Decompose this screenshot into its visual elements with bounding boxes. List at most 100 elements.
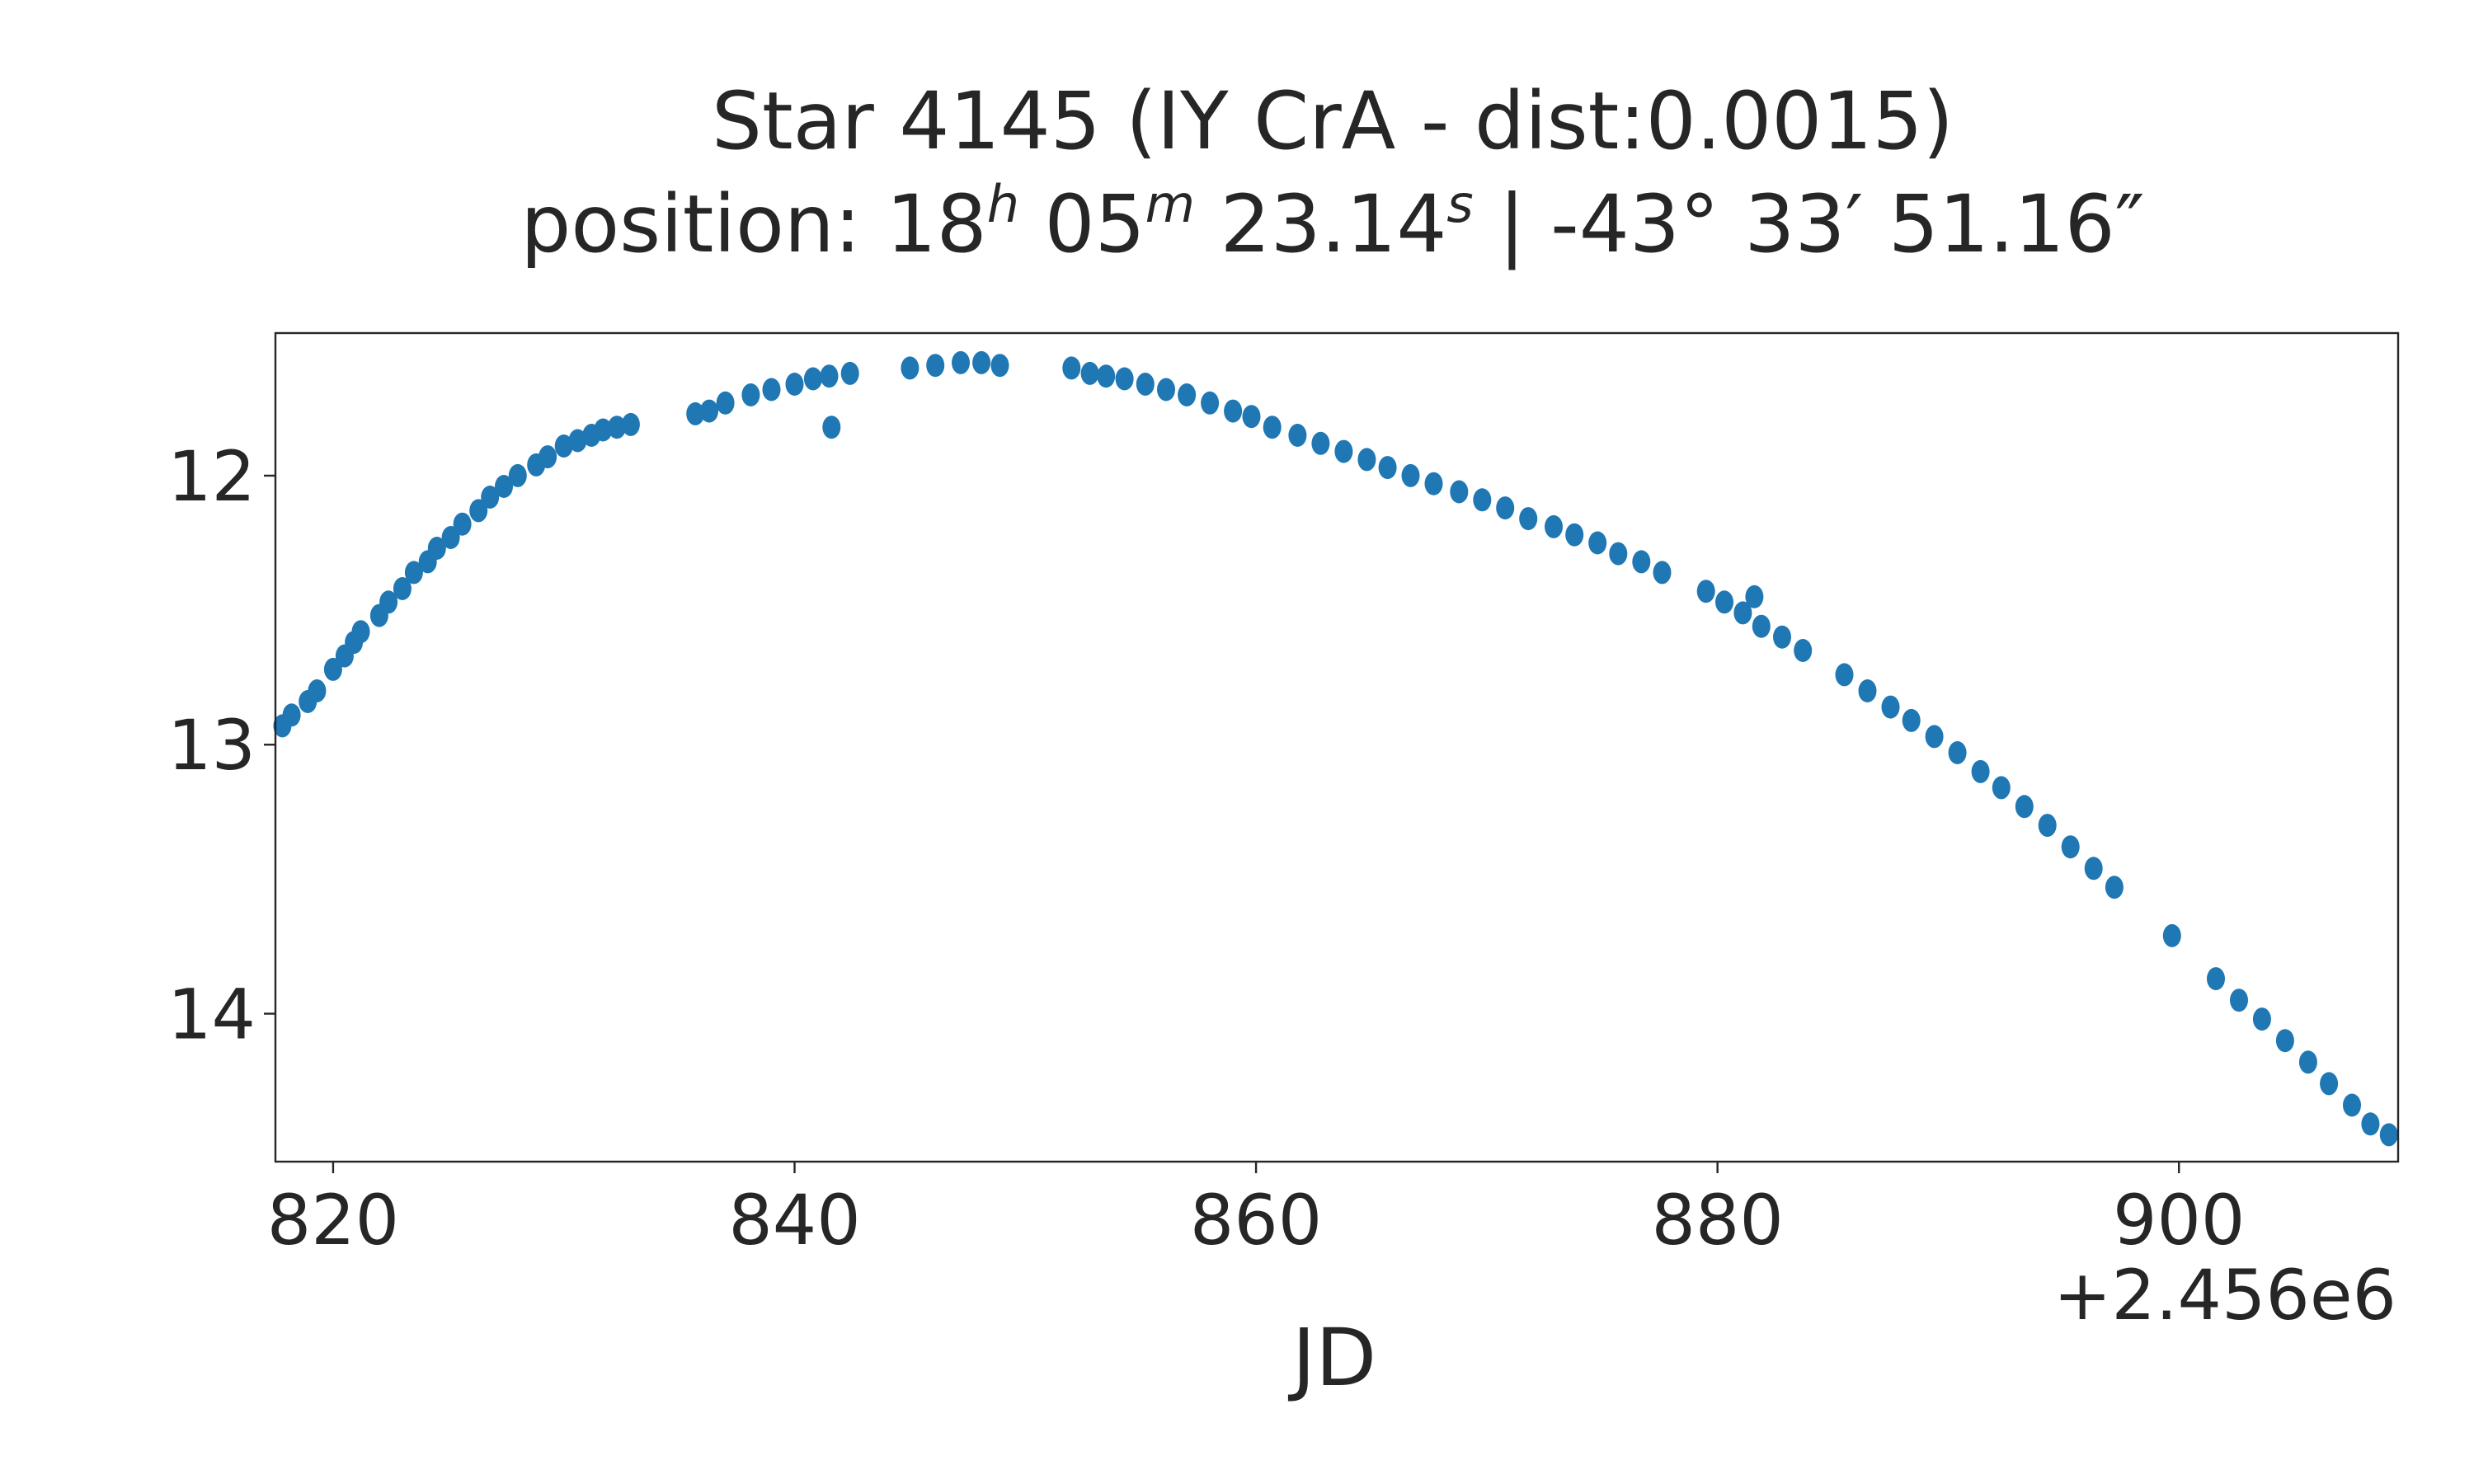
- data-point: [1062, 356, 1081, 380]
- data-point: [1357, 448, 1376, 472]
- data-point: [1080, 361, 1099, 385]
- data-point: [379, 590, 398, 614]
- data-point: [2038, 814, 2057, 838]
- x-tick-label: 860: [1190, 1180, 1322, 1261]
- data-point: [1201, 391, 1220, 415]
- data-point: [840, 361, 859, 385]
- data-point: [1519, 507, 1538, 531]
- title-ra-seconds-sup: s: [1446, 174, 1473, 234]
- x-tick-label: 900: [2113, 1180, 2245, 1261]
- data-point: [2361, 1112, 2380, 1136]
- data-point: [1794, 639, 1813, 662]
- title-ra-seconds: 23.14: [1195, 178, 1446, 270]
- data-point: [568, 429, 587, 453]
- data-point: [539, 445, 557, 469]
- data-point: [716, 391, 735, 415]
- data-point: [700, 399, 718, 423]
- data-point: [508, 463, 527, 487]
- data-point: [2207, 967, 2225, 991]
- data-point: [822, 416, 841, 439]
- data-point: [1224, 399, 1243, 423]
- data-point: [1263, 416, 1282, 439]
- data-point: [1424, 472, 1443, 495]
- data-point: [1715, 590, 1733, 614]
- data-point: [469, 499, 488, 523]
- data-point: [441, 526, 460, 549]
- data-point: [1733, 601, 1752, 625]
- data-point: [1136, 373, 1155, 396]
- data-point: [2320, 1072, 2339, 1096]
- data-point: [1971, 759, 1990, 783]
- data-point: [2105, 876, 2124, 899]
- data-points: [273, 350, 2398, 1147]
- x-axis-offset-label: +2.456e6: [2053, 1255, 2396, 1336]
- data-point: [453, 512, 472, 536]
- data-point: [393, 577, 412, 600]
- data-point: [1925, 725, 1944, 749]
- data-point: [1752, 614, 1771, 638]
- data-point: [1881, 695, 1900, 719]
- data-point: [1311, 431, 1330, 455]
- data-point: [1545, 514, 1563, 538]
- data-point: [2298, 1050, 2317, 1074]
- data-point: [686, 402, 705, 425]
- title-ra-hours-sup: h: [987, 174, 1019, 234]
- data-point: [608, 416, 627, 439]
- data-point: [594, 418, 613, 442]
- data-point: [1565, 523, 1584, 547]
- data-point: [308, 679, 327, 702]
- data-point: [2379, 1123, 2398, 1147]
- data-point: [1696, 580, 1715, 603]
- data-point: [1653, 561, 1672, 585]
- title-declination: | -43° 33′ 51.16″: [1474, 178, 2145, 271]
- data-point: [323, 657, 342, 681]
- title-ra-minutes: 05: [1019, 178, 1145, 270]
- x-tick-label: 880: [1651, 1180, 1783, 1261]
- data-point: [1288, 424, 1307, 447]
- x-tick-label: 820: [267, 1180, 399, 1261]
- data-point: [481, 486, 500, 509]
- data-point: [972, 350, 991, 374]
- data-point: [1745, 585, 1764, 608]
- data-point: [2343, 1093, 2361, 1117]
- data-point: [554, 434, 573, 458]
- data-point: [1378, 456, 1397, 480]
- data-point: [1588, 531, 1607, 555]
- data-point: [785, 373, 804, 396]
- data-point: [1334, 439, 1353, 463]
- chart-title-line-1: Star 4145 (IY CrA - dist:0.0015): [712, 75, 1954, 167]
- data-point: [952, 350, 970, 374]
- data-point: [1948, 741, 1967, 764]
- data-point: [1835, 663, 1854, 687]
- y-tick-label: 12: [167, 436, 256, 517]
- chart-title-line-2: position: 18h 05m 23.14s | -43° 33′ 51.1…: [520, 174, 2144, 271]
- data-point: [2275, 1029, 2294, 1053]
- data-point: [1157, 378, 1175, 402]
- x-axis-ticks: 820 840 860 880 900: [267, 1162, 2245, 1261]
- data-point: [2084, 857, 2103, 881]
- plot-area: [273, 331, 2400, 1163]
- data-point: [2061, 835, 2080, 859]
- y-tick-label: 14: [167, 974, 256, 1055]
- data-point: [1632, 550, 1651, 574]
- data-point: [1097, 364, 1116, 388]
- data-point: [2015, 795, 2034, 819]
- x-tick-label: 840: [728, 1180, 860, 1261]
- y-tick-label: 13: [167, 705, 256, 786]
- data-point: [741, 383, 760, 406]
- x-axis-label: JD: [1288, 1312, 1376, 1404]
- data-point: [901, 356, 920, 380]
- data-point: [1496, 496, 1515, 520]
- data-point: [1401, 463, 1420, 487]
- data-point: [1992, 776, 2011, 800]
- data-point: [351, 620, 370, 644]
- data-point: [926, 354, 945, 378]
- data-point: [1115, 367, 1134, 391]
- title-position-prefix: position: 18: [520, 178, 986, 270]
- data-point: [1773, 625, 1791, 649]
- data-point: [990, 354, 1009, 378]
- data-point: [1902, 708, 1921, 732]
- data-point: [2162, 923, 2181, 947]
- title-ra-minutes-sup: m: [1145, 174, 1195, 234]
